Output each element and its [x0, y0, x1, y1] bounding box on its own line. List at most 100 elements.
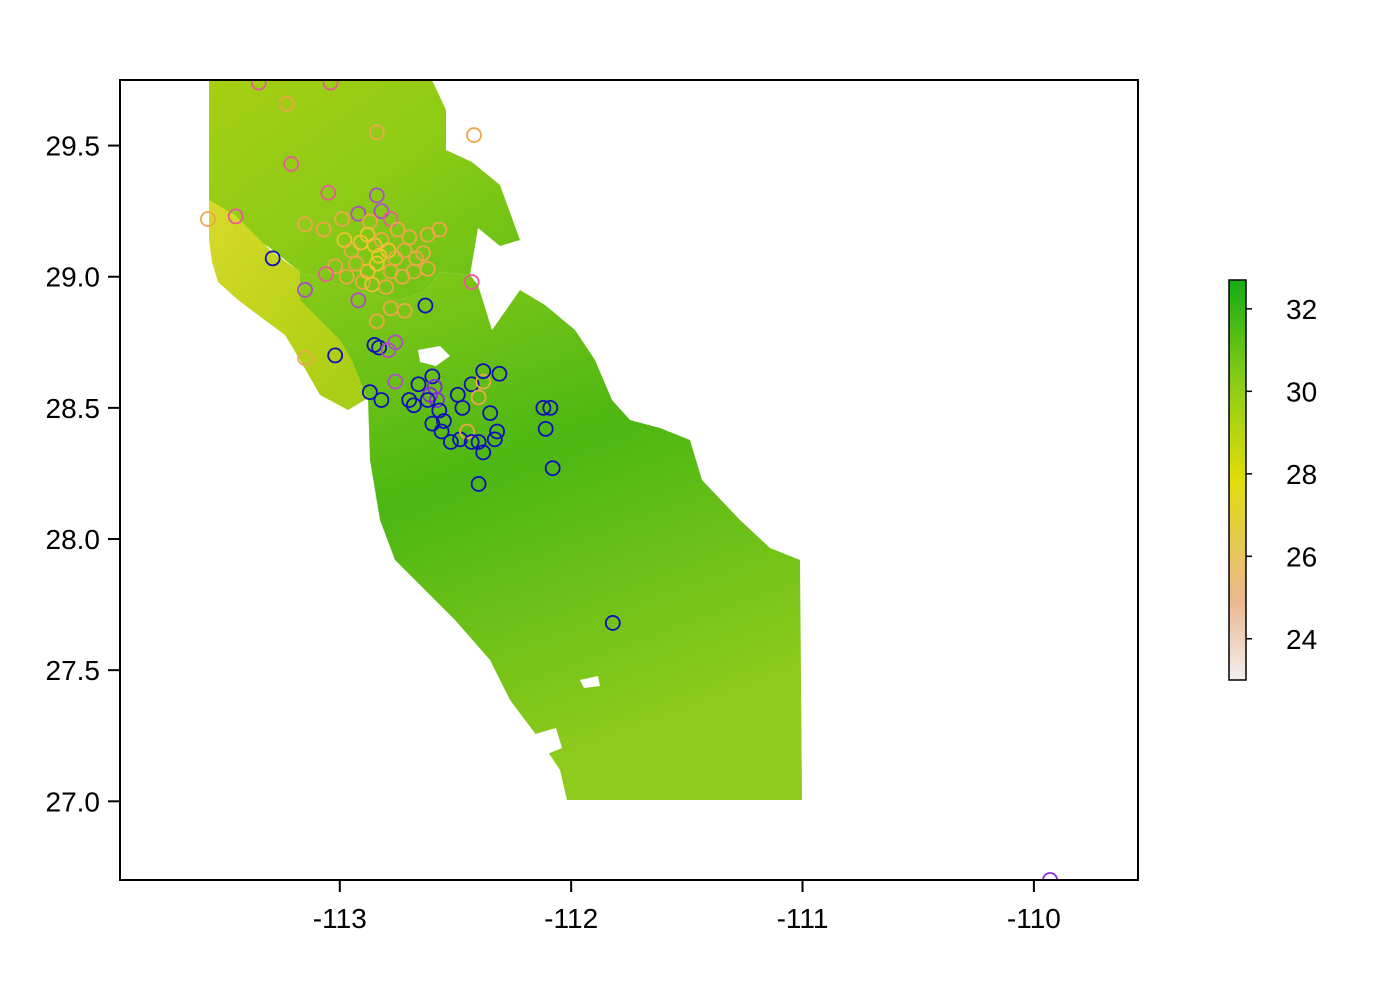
sample-point — [371, 247, 388, 264]
sample-point — [378, 279, 394, 296]
sample-point — [297, 216, 313, 233]
sample-point — [396, 242, 413, 259]
sample-point — [537, 420, 554, 437]
sample-point — [368, 313, 385, 330]
sample-point — [401, 392, 418, 408]
sample-point — [297, 350, 313, 366]
colorbar-tick-label: 24 — [1286, 624, 1317, 655]
sample-point — [373, 203, 390, 220]
y-tick-label: 27.0 — [46, 786, 101, 817]
x-tick-label: -113 — [313, 903, 367, 934]
sample-point — [604, 615, 621, 631]
y-axis: 27.0 27.5 28.0 28.5 29.0 29.5 — [46, 131, 120, 817]
y-tick-label: 27.5 — [46, 655, 101, 686]
raster-coast-gap — [580, 676, 600, 688]
sample-point — [475, 363, 492, 380]
sample-point — [491, 365, 508, 382]
colorbar-tick-label: 32 — [1286, 294, 1317, 325]
sample-point — [419, 392, 436, 408]
sample-point — [250, 80, 267, 91]
sample-point — [348, 255, 364, 272]
sample-point — [424, 415, 441, 432]
sample-point — [489, 423, 506, 440]
sample-point — [431, 221, 448, 238]
sampling-points — [200, 80, 1058, 880]
raster-layer — [209, 80, 802, 800]
sample-point — [387, 373, 404, 390]
sample-point — [361, 384, 378, 401]
sample-point — [368, 124, 385, 141]
raster-bay-gap — [532, 728, 562, 755]
sample-point — [297, 281, 313, 298]
raster-island-gap — [418, 346, 450, 366]
colorbar-tick-label: 28 — [1286, 459, 1317, 490]
sample-point — [429, 392, 445, 408]
sample-point — [482, 405, 499, 422]
sample-point — [371, 339, 388, 356]
sample-point — [470, 434, 487, 450]
sample-point — [442, 434, 459, 450]
y-tick-label: 29.5 — [46, 131, 101, 162]
sample-point — [475, 373, 492, 390]
sample-point — [338, 268, 355, 285]
x-tick-label: -110 — [1007, 903, 1061, 934]
colorbar-ramp — [1228, 279, 1247, 681]
colorbar-legend: 24 26 28 30 32 — [1228, 279, 1317, 681]
sample-point — [449, 386, 466, 403]
sample-point — [463, 274, 480, 290]
sample-point — [315, 221, 332, 238]
sample-point — [544, 460, 561, 477]
sample-point — [542, 399, 559, 416]
sample-point — [1042, 872, 1058, 880]
sample-point — [463, 434, 480, 450]
sample-point — [419, 260, 436, 277]
sample-point — [415, 245, 431, 262]
sample-point — [322, 80, 339, 91]
sample-point — [459, 423, 475, 440]
y-tick-label: 28.0 — [46, 524, 101, 555]
sample-point — [283, 156, 300, 172]
colorbar-tick-label: 30 — [1286, 376, 1317, 407]
map-panel-frame — [119, 79, 1139, 881]
sample-point — [417, 297, 434, 314]
sample-point — [389, 221, 406, 238]
y-tick-label: 29.0 — [46, 262, 101, 293]
sample-point — [470, 476, 487, 492]
sample-point — [334, 211, 351, 227]
sample-point — [436, 413, 452, 429]
sample-point — [387, 334, 404, 351]
sample-point — [373, 392, 390, 408]
sample-point — [470, 389, 487, 406]
sample-point — [200, 211, 216, 227]
y-tick-label: 28.5 — [46, 393, 101, 424]
sample-point — [350, 292, 367, 309]
sample-point — [318, 266, 334, 282]
sample-point — [410, 376, 427, 393]
sample-point — [396, 302, 413, 319]
x-tick-label: -112 — [544, 903, 598, 934]
raster-main-gulf — [300, 272, 802, 800]
sample-point — [486, 431, 503, 448]
sample-point — [278, 95, 295, 112]
sample-point — [424, 368, 441, 385]
colorbar-ticks: 24 26 28 30 32 — [1246, 294, 1317, 655]
sample-point — [433, 423, 450, 440]
sample-point — [431, 402, 448, 419]
sample-point — [350, 205, 367, 222]
sample-point — [463, 376, 480, 393]
sample-point — [466, 127, 482, 143]
sample-point — [535, 399, 552, 416]
sample-point — [405, 397, 422, 414]
sample-point — [368, 187, 385, 204]
raster-north-gulf — [209, 80, 520, 300]
sample-point — [327, 258, 344, 275]
colorbar-tick-label: 26 — [1286, 541, 1317, 572]
sample-point — [227, 208, 244, 225]
sample-point — [320, 184, 337, 201]
x-tick-label: -111 — [777, 903, 829, 934]
sample-point — [368, 255, 385, 272]
sample-point — [327, 347, 344, 364]
sample-point — [382, 263, 399, 280]
sample-point — [264, 250, 281, 267]
